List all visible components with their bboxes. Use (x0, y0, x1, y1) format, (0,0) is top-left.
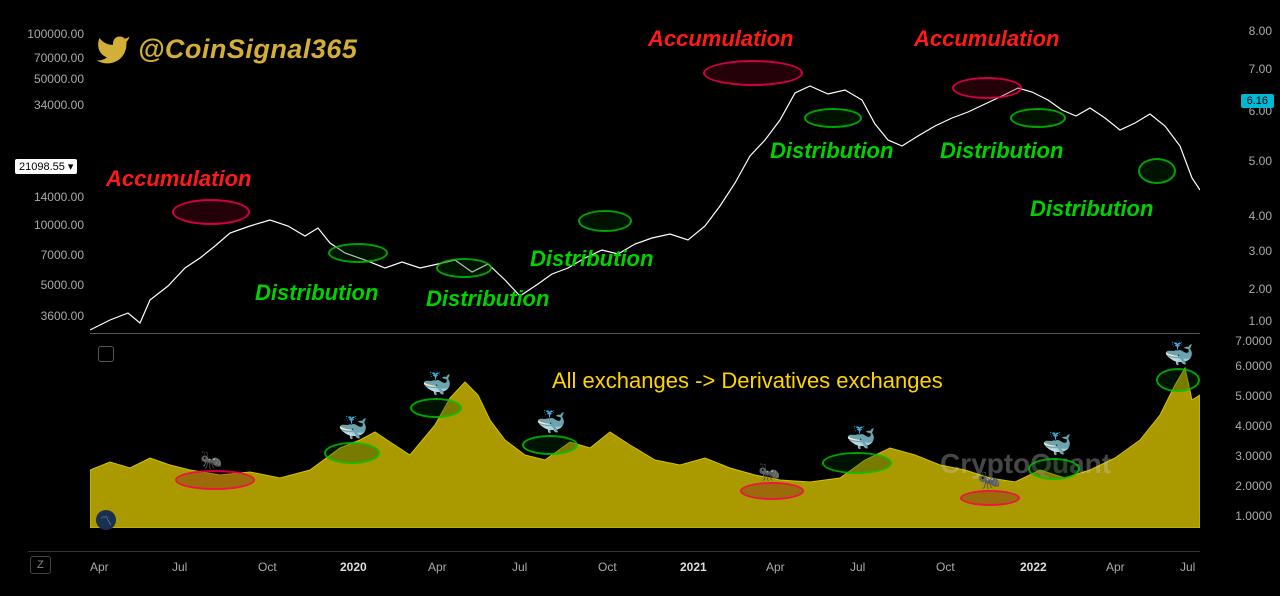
distribution-label: Distribution (1030, 196, 1153, 222)
x-axis: AprJulOct2020AprJulOct2021AprJulOct2022A… (90, 560, 1200, 576)
whale-icon: 🐳 (1042, 430, 1072, 459)
accumulation-marker (952, 77, 1022, 99)
whale-icon: 🐳 (338, 414, 368, 443)
accumulation-marker (960, 490, 1020, 506)
ant-icon: 🐜 (978, 470, 1000, 491)
whale-icon: 🐳 (846, 424, 876, 453)
whale-icon: 🐳 (422, 370, 452, 399)
accumulation-marker (175, 470, 255, 490)
distribution-marker (1156, 368, 1200, 392)
accumulation-label: Accumulation (648, 26, 793, 52)
distribution-label: Distribution (426, 286, 549, 312)
chart-tool-icon[interactable]: 〽 (96, 510, 116, 530)
distribution-marker (578, 210, 632, 232)
x-axis-line (28, 551, 1200, 552)
indicator-title: All exchanges -> Derivatives exchanges (552, 368, 943, 394)
distribution-label: Distribution (940, 138, 1063, 164)
current-indicator-tag: 6.16 (1241, 94, 1274, 108)
zoom-badge[interactable]: Z (30, 556, 51, 574)
accumulation-marker (740, 482, 804, 500)
distribution-marker (522, 435, 578, 455)
distribution-label: Distribution (770, 138, 893, 164)
distribution-marker (1138, 158, 1176, 184)
distribution-marker (324, 442, 380, 464)
expand-icon[interactable] (98, 346, 114, 362)
chart-container: @CoinSignal365 100000.0070000.0050000.00… (0, 0, 1280, 596)
whale-icon: 🐳 (1164, 340, 1194, 369)
distribution-label: Distribution (530, 246, 653, 272)
accumulation-label: Accumulation (914, 26, 1059, 52)
distribution-marker (436, 258, 492, 278)
distribution-marker (328, 243, 388, 263)
ant-icon: 🐜 (758, 462, 780, 483)
watermark: CryptoQuant (940, 448, 1111, 480)
whale-icon: 🐳 (536, 408, 566, 437)
distribution-marker (822, 452, 892, 474)
current-price-tag: 21098.55 ▾ (15, 159, 77, 174)
accumulation-marker (172, 199, 250, 225)
ant-icon: 🐜 (200, 450, 222, 471)
distribution-marker (1010, 108, 1066, 128)
distribution-marker (1028, 458, 1080, 480)
accumulation-marker (703, 60, 803, 86)
accumulation-label: Accumulation (106, 166, 251, 192)
distribution-label: Distribution (255, 280, 378, 306)
distribution-marker (804, 108, 862, 128)
distribution-marker (410, 398, 462, 418)
